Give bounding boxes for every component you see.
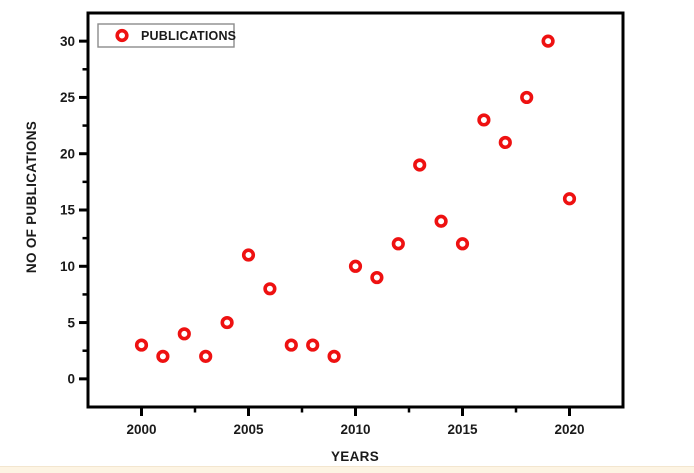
data-point — [177, 327, 191, 341]
y-tick-label: 20 — [60, 146, 75, 161]
y-tick-label: 10 — [60, 259, 75, 274]
data-point — [220, 315, 234, 330]
plot-frame — [86, 11, 625, 409]
data-point — [263, 282, 277, 296]
data-point — [199, 349, 213, 363]
y-tick-label: 0 — [67, 372, 75, 387]
x-tick-label: 2020 — [554, 422, 584, 437]
data-point — [134, 338, 149, 352]
data-points-layer — [134, 34, 577, 363]
data-point — [455, 237, 470, 251]
y-tick-label: 5 — [67, 315, 75, 330]
data-point — [327, 349, 341, 363]
legend-marker-icon — [115, 28, 129, 43]
data-point — [413, 158, 427, 172]
data-point — [306, 338, 320, 352]
data-point — [477, 113, 491, 127]
data-point — [520, 90, 534, 105]
y-axis-title: NO OF PUBLICATIONS — [24, 121, 39, 273]
y-tick-label: 30 — [60, 34, 75, 49]
x-tick-label: 2000 — [126, 422, 156, 437]
legend: PUBLICATIONS — [97, 23, 236, 48]
data-point — [562, 192, 577, 206]
x-axis-title: YEARS — [331, 449, 379, 464]
data-point — [370, 270, 384, 285]
data-point — [541, 34, 555, 48]
data-point — [434, 214, 448, 228]
y-tick-label: 15 — [60, 203, 76, 218]
data-point — [156, 349, 170, 363]
ticks-layer: 2000 2005 2010 2015 2020 0 5 10 15 20 25 30 — [60, 34, 585, 437]
footer-strip — [0, 466, 694, 473]
data-point — [284, 338, 298, 352]
x-tick-label: 2005 — [233, 422, 264, 437]
legend-box — [97, 23, 235, 48]
data-point — [391, 237, 405, 251]
data-point — [348, 259, 363, 273]
y-tick-label: 25 — [60, 90, 76, 105]
data-point — [241, 248, 256, 262]
x-tick-label: 2010 — [340, 422, 370, 437]
legend-label: PUBLICATIONS — [141, 29, 236, 43]
data-point — [498, 135, 512, 150]
x-tick-label: 2015 — [447, 422, 478, 437]
